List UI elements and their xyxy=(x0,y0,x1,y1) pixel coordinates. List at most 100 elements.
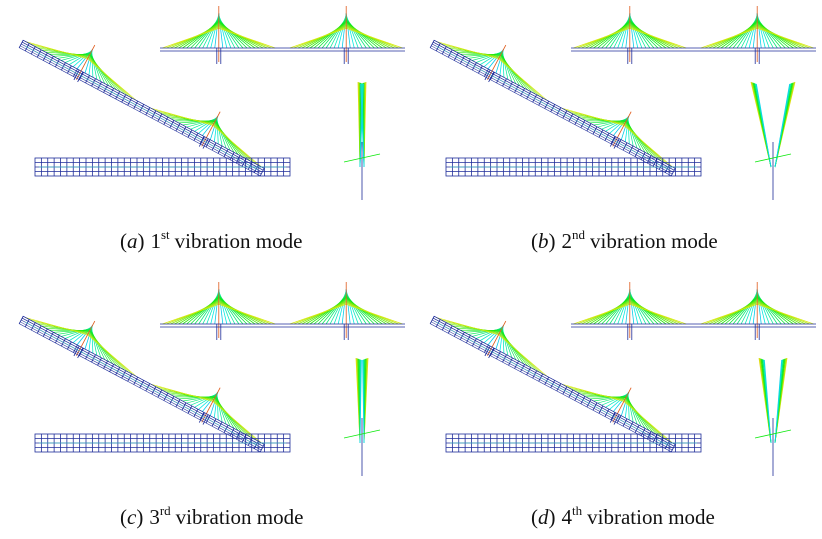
cable xyxy=(700,27,758,49)
cable xyxy=(49,53,90,55)
elevation-view xyxy=(571,6,816,64)
cable xyxy=(89,54,114,88)
tower xyxy=(76,44,96,80)
cable xyxy=(625,122,658,159)
perspective-view xyxy=(18,315,265,453)
caption: (c) 3rd vibration mode xyxy=(120,503,303,529)
caption-close: ) xyxy=(136,505,143,529)
cable-line xyxy=(435,45,670,171)
caption: (d) 4th vibration mode xyxy=(531,503,715,529)
cable xyxy=(218,22,256,49)
panel: (b) 2nd vibration mode xyxy=(429,6,816,253)
cable xyxy=(757,303,814,325)
cable xyxy=(452,49,501,57)
cable xyxy=(499,331,532,369)
cable xyxy=(561,383,624,402)
cable xyxy=(625,397,654,433)
elevation-view xyxy=(160,282,405,340)
cable xyxy=(313,20,347,49)
cable xyxy=(170,118,215,123)
cable xyxy=(309,298,347,325)
cable xyxy=(585,120,627,122)
caption: (a) 1st vibration mode xyxy=(120,227,302,253)
end-view xyxy=(343,81,381,200)
cable xyxy=(500,54,525,88)
cable xyxy=(214,121,239,155)
caption-text: vibration mode xyxy=(176,505,304,529)
end-tower xyxy=(362,359,365,444)
plan-view xyxy=(34,157,291,177)
cable xyxy=(88,55,121,93)
cable xyxy=(345,22,383,49)
end-deck xyxy=(343,429,381,439)
caption-open: ( xyxy=(531,505,538,529)
cable xyxy=(214,397,239,431)
tower xyxy=(201,387,221,423)
cable xyxy=(757,27,814,49)
caption-close: ) xyxy=(549,505,556,529)
cable xyxy=(629,27,687,49)
cable xyxy=(218,27,276,49)
cable xyxy=(87,334,137,377)
cable xyxy=(162,27,219,49)
cable xyxy=(498,334,548,377)
cable xyxy=(178,23,220,49)
cable xyxy=(345,296,379,325)
caption-text: vibration mode xyxy=(587,505,715,529)
cable xyxy=(756,20,790,49)
end-view xyxy=(754,357,792,476)
cable xyxy=(89,55,117,91)
end-view xyxy=(343,357,381,476)
cable xyxy=(756,22,794,49)
cable xyxy=(756,296,790,325)
tower xyxy=(76,320,96,356)
plan-view xyxy=(445,433,702,453)
caption-number: 4 xyxy=(562,505,573,529)
cable xyxy=(45,327,90,332)
end-tower xyxy=(756,83,772,168)
cable xyxy=(597,296,631,325)
cable xyxy=(166,116,215,123)
end-tower xyxy=(360,83,365,168)
caption-number: 1 xyxy=(151,229,162,253)
cable xyxy=(89,330,114,364)
cable xyxy=(456,327,501,332)
cable xyxy=(49,329,90,331)
cable xyxy=(345,298,383,325)
cable xyxy=(212,125,263,168)
tower xyxy=(487,44,507,80)
caption: (b) 2nd vibration mode xyxy=(531,227,718,253)
cable xyxy=(218,23,260,49)
end-tower xyxy=(774,359,782,444)
cable xyxy=(577,116,626,123)
cable xyxy=(724,20,758,49)
cable xyxy=(289,303,347,325)
cable xyxy=(25,317,88,336)
cable xyxy=(170,394,215,399)
end-tower xyxy=(774,83,790,168)
caption-suffix: rd xyxy=(160,503,171,518)
cable xyxy=(25,41,88,60)
caption-open: ( xyxy=(120,229,127,253)
cable xyxy=(45,51,90,56)
cable xyxy=(178,299,220,325)
panel: (d) 4th vibration mode xyxy=(429,282,816,529)
cable xyxy=(174,120,216,122)
cable xyxy=(629,298,667,325)
cable xyxy=(629,22,667,49)
cable-line xyxy=(24,45,259,171)
cable xyxy=(313,296,347,325)
cable-line xyxy=(24,321,259,447)
caption-letter: c xyxy=(127,505,137,529)
cable xyxy=(625,121,654,157)
cable xyxy=(174,396,216,398)
cable xyxy=(218,20,252,49)
cable xyxy=(460,329,501,331)
cable xyxy=(756,23,798,49)
elevation-view xyxy=(160,6,405,64)
cable xyxy=(498,58,548,101)
caption-suffix: st xyxy=(161,227,170,242)
cable xyxy=(460,53,501,55)
cable xyxy=(436,317,499,336)
